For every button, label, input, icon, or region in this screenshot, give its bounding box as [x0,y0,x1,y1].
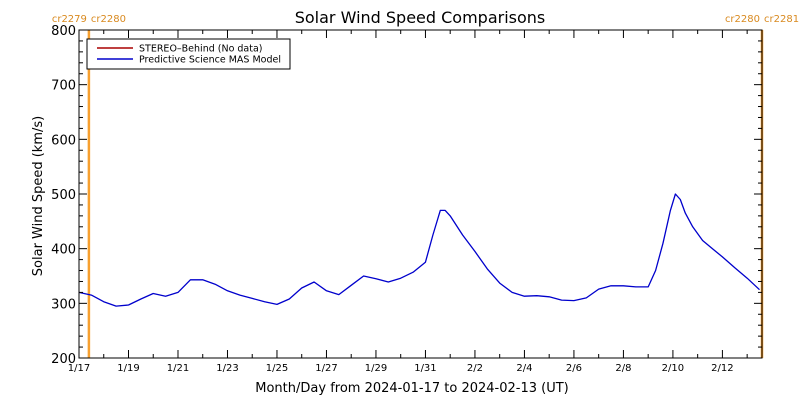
y-tick-label: 500 [51,188,76,203]
x-tick-label: 1/17 [68,363,90,374]
legend-box [86,38,291,70]
chart-title: Solar Wind Speed Comparisons [295,8,546,27]
x-tick-label: 1/29 [365,363,387,374]
x-tick-label: 2/10 [662,363,684,374]
x-tick-label: 2/12 [711,363,733,374]
x-tick-label: 1/25 [266,363,288,374]
y-tick-label: 800 [51,24,76,39]
x-tick-label: 2/4 [516,363,532,374]
x-tick-label: 2/8 [615,363,631,374]
y-tick-label: 600 [51,133,76,148]
y-axis-label: Solar Wind Speed (km/s) [31,116,46,276]
carrington-label-left: cr2280 [725,14,760,25]
x-tick-label: 2/6 [566,363,582,374]
legend-entry-label: STEREO–Behind (No data) [139,44,263,55]
x-tick-label: 1/31 [414,363,436,374]
x-tick-label: 1/21 [167,363,189,374]
y-tick-label: 300 [51,297,76,312]
carrington-label-left: cr2279 [52,14,87,25]
axes: 200 300 400 500 600 700 800 1/17 1/19 1/21 1/23 1/2… [51,24,763,374]
x-tick-label: 1/27 [315,363,337,374]
x-axis-label: Month/Day from 2024-01-17 to 2024-02-13 … [255,381,568,396]
x-tick-label: 1/23 [216,363,238,374]
legend: STEREO–Behind (No data)Predictive Scienc… [86,38,291,70]
y-tick-label: 700 [51,79,76,94]
legend-entry-label: Predictive Science MAS Model [139,55,281,66]
y-tick-label: 400 [51,243,76,258]
series-lines [78,193,760,307]
series-line-1 [78,193,760,307]
x-tick-label: 1/19 [117,363,139,374]
y-tick-label: 200 [51,352,76,367]
x-tick-label: 2/2 [467,363,483,374]
carrington-label-right: cr2280 [91,14,126,25]
carrington-label-right: cr2281 [764,14,799,25]
